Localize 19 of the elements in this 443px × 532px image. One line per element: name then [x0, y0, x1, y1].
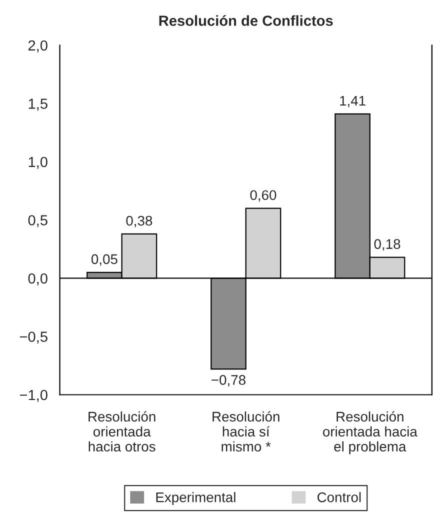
- legend-label: Experimental: [156, 492, 236, 505]
- data-label: 0,05: [91, 254, 118, 266]
- y-tick-label: −1,0: [20, 390, 48, 402]
- y-tick-label: 0,0: [28, 273, 48, 286]
- data-label: 0,38: [126, 216, 152, 228]
- data-label: 1,41: [340, 96, 366, 108]
- data-label: 0,18: [374, 239, 400, 251]
- data-label: 0,60: [250, 190, 276, 202]
- data-label: −0,78: [212, 375, 246, 387]
- y-tick-label: 2,0: [28, 40, 48, 52]
- y-tick-label: −0,5: [20, 332, 48, 344]
- y-tick-label: 1,0: [28, 156, 48, 169]
- x-tick-label: Resolución hacia sí mismo *: [212, 411, 280, 452]
- x-tick-label: Resolución orientada hacia el problema: [323, 411, 418, 454]
- y-tick-label: 1,5: [28, 98, 48, 111]
- x-tick-label: Resolución orientada hacia otros: [88, 411, 156, 452]
- legend-label: Control: [317, 492, 361, 502]
- chart-title: Resolución de Conflictos: [159, 15, 333, 26]
- y-tick-label: 0,5: [28, 215, 48, 228]
